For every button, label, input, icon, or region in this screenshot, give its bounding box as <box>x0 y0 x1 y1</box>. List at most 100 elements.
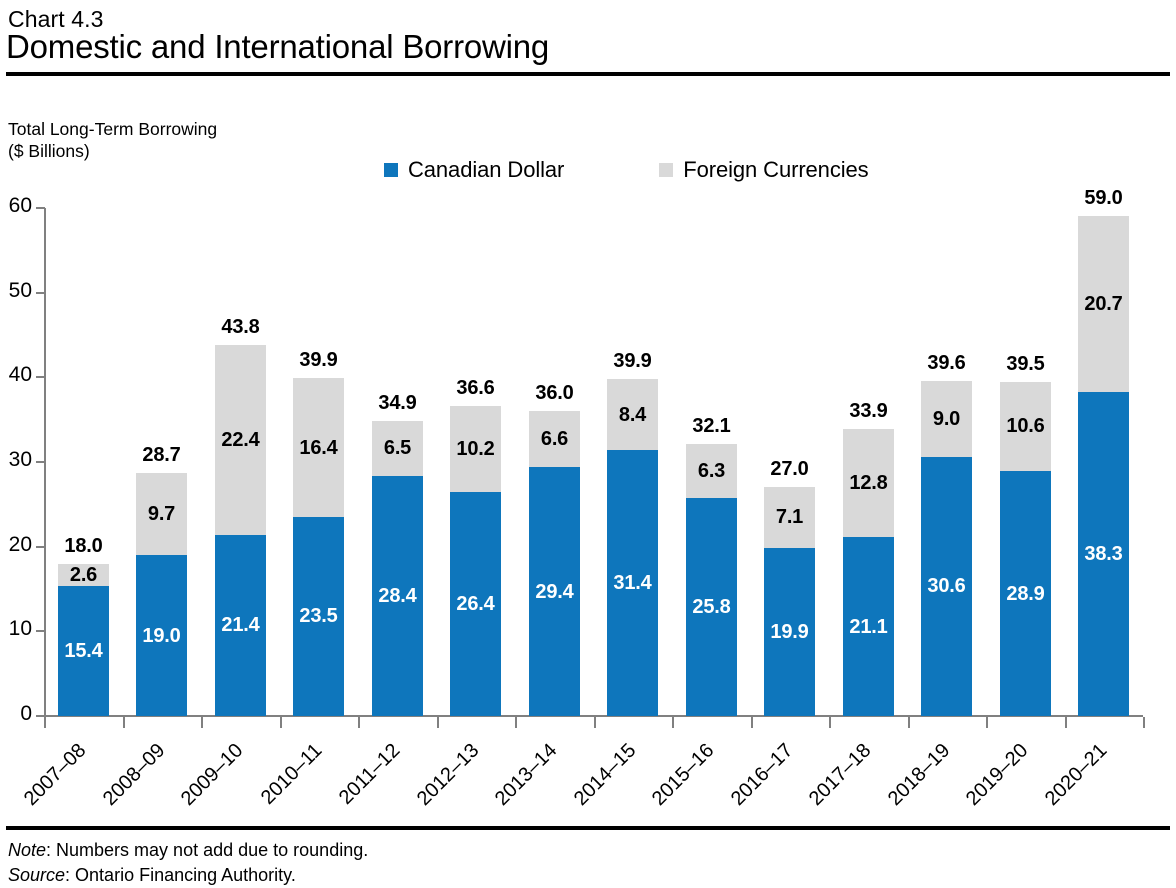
bar-segment-value-foreign-currencies: 6.3 <box>697 459 726 482</box>
y-axis-tick-label: 60 <box>8 194 32 217</box>
bar-stack[interactable]: 9.0 30.6 <box>921 380 972 716</box>
bar-segment-canadian-dollar[interactable]: 28.4 <box>372 475 423 716</box>
bar-segment-value-foreign-currencies: 8.4 <box>618 403 647 426</box>
source-label: Source <box>8 865 66 885</box>
bar-segment-value-foreign-currencies: 9.7 <box>147 503 176 526</box>
legend-label-canadian-dollar: Canadian Dollar <box>408 157 565 182</box>
bar-stack[interactable]: 22.4 21.4 <box>215 345 266 716</box>
bar-segment-value-foreign-currencies: 6.6 <box>540 428 569 451</box>
bar-segment-value-canadian-dollar: 15.4 <box>64 639 103 662</box>
bar-segment-canadian-dollar[interactable]: 26.4 <box>450 492 501 716</box>
bar-stack[interactable]: 16.4 23.5 <box>293 378 344 716</box>
bar-segment-foreign-currencies[interactable]: 10.2 <box>450 406 501 493</box>
bar-segment-value-canadian-dollar: 31.4 <box>613 572 652 595</box>
y-axis-title-line2: ($ Billions) <box>8 141 90 161</box>
chart-number: Chart 4.3 <box>8 6 104 32</box>
bar-segment-canadian-dollar[interactable]: 29.4 <box>529 467 580 716</box>
chart-footnotes: Note: Numbers may not add due to roundin… <box>8 838 368 888</box>
bar-segment-value-canadian-dollar: 19.9 <box>770 620 809 643</box>
bar-segment-canadian-dollar[interactable]: 31.4 <box>607 450 658 716</box>
bar-segment-value-foreign-currencies: 16.4 <box>299 436 338 459</box>
bar-total-label: 43.8 <box>221 316 260 339</box>
note-line: Note: Numbers may not add due to roundin… <box>8 838 368 863</box>
bar-total-label: 39.5 <box>1006 352 1045 375</box>
bar-segment-value-foreign-currencies: 10.2 <box>456 438 495 461</box>
bar-total-label: 39.9 <box>299 349 338 372</box>
bar-segment-value-foreign-currencies: 12.8 <box>849 472 888 495</box>
bar-segment-foreign-currencies[interactable]: 12.8 <box>843 428 894 538</box>
y-axis-tick-label: 40 <box>8 363 32 387</box>
x-axis-tick <box>672 717 674 728</box>
header-divider <box>6 72 1170 76</box>
bar-segment-foreign-currencies[interactable]: 9.0 <box>921 380 972 457</box>
bar-segment-foreign-currencies[interactable]: 6.6 <box>529 411 580 468</box>
legend-label-foreign-currencies: Foreign Currencies <box>683 157 869 182</box>
bar-stack[interactable]: 12.8 21.1 <box>843 428 894 716</box>
bar-segment-foreign-currencies[interactable]: 6.5 <box>372 420 423 476</box>
bar-segment-value-canadian-dollar: 26.4 <box>456 593 495 616</box>
bar-segment-value-foreign-currencies: 2.6 <box>69 563 98 586</box>
bar-total-label: 36.6 <box>456 377 495 400</box>
footer-divider <box>6 826 1170 830</box>
bar-segment-canadian-dollar[interactable]: 30.6 <box>921 456 972 716</box>
bar-segment-value-foreign-currencies: 7.1 <box>775 506 804 529</box>
y-axis-tick-label: 20 <box>8 532 32 556</box>
x-axis-tick <box>1143 717 1145 728</box>
bar-stack[interactable]: 6.3 25.8 <box>686 444 737 716</box>
bar-segment-foreign-currencies[interactable]: 8.4 <box>607 379 658 451</box>
bar-segment-canadian-dollar[interactable]: 28.9 <box>1000 471 1051 716</box>
bar-segment-value-canadian-dollar: 38.3 <box>1084 542 1123 565</box>
bar-segment-canadian-dollar[interactable]: 15.4 <box>58 585 109 716</box>
bar-segment-value-canadian-dollar: 21.1 <box>849 615 888 638</box>
y-axis-title: Total Long-Term Borrowing ($ Billions) <box>8 118 217 162</box>
bar-segment-value-foreign-currencies: 6.5 <box>383 437 412 460</box>
bar-segment-value-canadian-dollar: 28.9 <box>1006 582 1045 605</box>
bar-segment-canadian-dollar[interactable]: 21.1 <box>843 537 894 716</box>
bar-segment-canadian-dollar[interactable]: 25.8 <box>686 497 737 716</box>
y-axis-tick <box>36 715 45 717</box>
bar-stack[interactable]: 10.6 28.9 <box>1000 381 1051 716</box>
bar-segment-foreign-currencies[interactable]: 22.4 <box>215 345 266 535</box>
bar-segment-foreign-currencies[interactable]: 2.6 <box>58 563 109 586</box>
bar-stack[interactable]: 10.2 26.4 <box>450 406 501 716</box>
source-text: : Ontario Financing Authority. <box>65 865 296 885</box>
source-line: Source: Ontario Financing Authority. <box>8 863 368 888</box>
bar-total-label: 39.9 <box>613 350 652 373</box>
x-axis-tick <box>44 717 46 728</box>
bar-stack[interactable]: 8.4 31.4 <box>607 379 658 716</box>
bar-stack[interactable]: 9.7 19.0 <box>136 473 187 716</box>
bar-stack[interactable]: 6.5 28.4 <box>372 420 423 716</box>
legend-item-canadian-dollar: Canadian Dollar <box>384 157 564 183</box>
bar-segment-foreign-currencies[interactable]: 6.3 <box>686 444 737 498</box>
x-axis-tick <box>829 717 831 728</box>
x-axis-tick <box>986 717 988 728</box>
x-axis-tick <box>750 717 753 728</box>
bar-total-label: 18.0 <box>64 534 103 557</box>
y-axis-tick-label: 0 <box>20 702 32 725</box>
bar-stack[interactable]: 6.6 29.4 <box>529 411 580 716</box>
bar-segment-foreign-currencies[interactable]: 9.7 <box>136 473 187 556</box>
page-title: Domestic and International Borrowing <box>6 28 550 65</box>
bar-segment-canadian-dollar[interactable]: 21.4 <box>215 534 266 716</box>
bar-stack[interactable]: 2.6 15.4 <box>58 563 109 716</box>
bar-segment-canadian-dollar[interactable]: 23.5 <box>293 517 344 716</box>
y-axis-tick <box>36 376 45 379</box>
y-axis-tick <box>36 545 45 548</box>
bar-segment-canadian-dollar[interactable]: 19.0 <box>136 555 187 716</box>
bar-stack[interactable]: 20.7 38.3 <box>1078 216 1129 716</box>
x-axis-tick <box>1064 717 1067 728</box>
bar-segment-foreign-currencies[interactable]: 16.4 <box>293 378 344 518</box>
bar-segment-canadian-dollar[interactable]: 38.3 <box>1078 391 1129 716</box>
bar-segment-value-canadian-dollar: 29.4 <box>535 580 574 603</box>
bar-segment-canadian-dollar[interactable]: 19.9 <box>764 547 815 716</box>
bar-segment-foreign-currencies[interactable]: 10.6 <box>1000 381 1051 472</box>
bar-total-label: 36.0 <box>535 382 574 405</box>
note-label: Note <box>8 840 47 860</box>
bar-segment-foreign-currencies[interactable]: 20.7 <box>1078 216 1129 392</box>
x-axis-tick <box>122 717 125 728</box>
bar-stack[interactable]: 7.1 19.9 <box>764 487 815 716</box>
bar-segment-foreign-currencies[interactable]: 7.1 <box>764 487 815 548</box>
y-axis-line <box>44 208 46 717</box>
x-axis-tick <box>279 717 282 728</box>
bar-segment-value-foreign-currencies: 10.6 <box>1006 415 1045 438</box>
